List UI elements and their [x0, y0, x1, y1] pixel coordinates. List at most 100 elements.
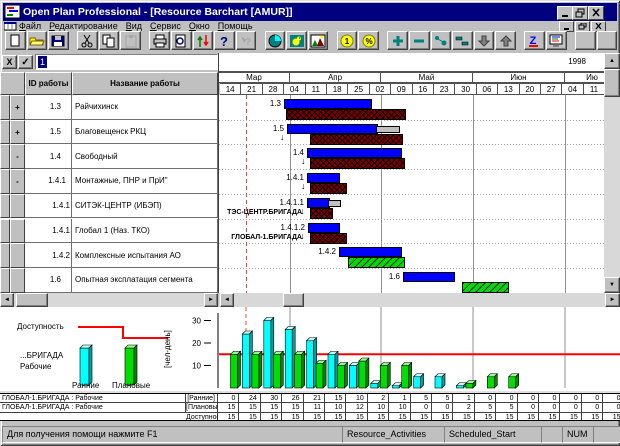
table-scroll-left-icon[interactable]: ◄ [0, 293, 14, 307]
column-header-id[interactable]: ID работы [25, 72, 72, 95]
row-selector[interactable] [0, 218, 10, 244]
close-icon[interactable] [588, 6, 604, 20]
add-icon[interactable] [387, 31, 409, 50]
chart-hscrollbar[interactable] [219, 293, 620, 307]
activity-name-cell[interactable]: СИТЭК-ЦЕНТР (ИБЭП) [72, 193, 218, 219]
splitter-vertical[interactable] [218, 53, 219, 293]
print-preview-icon[interactable] [170, 31, 192, 50]
mdi-restore-button[interactable] [575, 20, 590, 32]
menu-item-1[interactable]: Редактирование [49, 21, 118, 31]
table-hscroll-thumb[interactable] [16, 293, 48, 307]
copy-icon[interactable] [98, 31, 120, 50]
activity-name-cell[interactable]: Благовещенск РКЦ [72, 119, 218, 145]
activity-id-cell[interactable]: 1.4.1 [25, 169, 72, 194]
baseline-bar[interactable] [310, 158, 405, 170]
column-header-name[interactable]: Название работы [72, 72, 218, 95]
gantt-vscrollbar[interactable] [604, 53, 620, 293]
early-bar[interactable] [339, 247, 402, 258]
outline-toggle[interactable]: - [10, 144, 25, 170]
activity-name-cell[interactable]: Монтажные, ПНР и ПрИ" [72, 169, 218, 194]
activity-name-cell[interactable]: Глобал 1 (Наз. ТКО) [72, 218, 218, 244]
activity-id-cell[interactable]: 1.6 [25, 267, 72, 293]
mdi-child-icon[interactable] [4, 21, 19, 31]
print-icon[interactable] [149, 31, 170, 50]
activity-id-cell[interactable]: 1.4.1 [25, 218, 72, 244]
row-selector[interactable] [0, 267, 10, 293]
late-bar[interactable] [462, 281, 509, 293]
row-selector[interactable] [0, 119, 10, 145]
float-bar[interactable] [328, 199, 341, 207]
save-icon[interactable] [48, 31, 69, 50]
outline-toggle[interactable]: - [10, 169, 25, 194]
scroll-down-icon[interactable]: ▼ [604, 277, 620, 293]
baseline-bar[interactable] [310, 133, 403, 145]
early-bar[interactable] [287, 123, 378, 134]
menu-item-0[interactable]: Файл [19, 21, 42, 31]
row-selector[interactable] [0, 144, 10, 170]
activity-id-cell[interactable]: 1.4.1 [25, 193, 72, 219]
cost-icon[interactable]: 1 [336, 31, 358, 50]
menu-item-5[interactable]: Помощь [217, 21, 253, 31]
outline-toggle[interactable] [10, 218, 25, 244]
row-selector[interactable] [0, 243, 10, 268]
table-hscrollbar[interactable] [0, 293, 218, 307]
chart-hscroll-thumb[interactable] [283, 293, 304, 307]
split-icon[interactable] [452, 31, 473, 50]
histogram-icon[interactable] [307, 31, 329, 50]
outline-toggle[interactable] [10, 267, 25, 293]
outline-toggle[interactable] [10, 193, 25, 219]
baseline-bar[interactable] [310, 183, 347, 195]
restore-button[interactable] [572, 6, 588, 20]
sort-z-icon[interactable]: Z [524, 31, 545, 50]
open-folder-icon[interactable] [26, 31, 48, 50]
resource-icon[interactable] [286, 31, 307, 50]
activity-name-cell[interactable]: Комплексные испытания АО [72, 243, 218, 268]
activity-id-cell[interactable]: 1.4 [25, 144, 72, 170]
clock-icon[interactable] [264, 31, 286, 50]
row-selector[interactable] [0, 193, 10, 219]
percent-icon[interactable]: % [358, 31, 379, 50]
arrow-up-icon[interactable] [495, 31, 516, 50]
menu-item-3[interactable]: Сервис [150, 21, 181, 31]
early-bar[interactable] [307, 173, 340, 184]
activity-name-cell[interactable]: Опытная эксплатация сегмента [72, 267, 218, 293]
early-bar[interactable] [307, 197, 330, 208]
menu-item-4[interactable]: Окно [188, 21, 210, 31]
early-bar[interactable] [308, 222, 340, 233]
chart-scroll-right-icon[interactable]: ► [605, 293, 620, 307]
row-selector[interactable] [0, 169, 10, 194]
new-document-icon[interactable] [5, 31, 26, 50]
sort-arrows-icon[interactable] [192, 31, 214, 50]
link-icon[interactable] [430, 31, 452, 50]
activity-id-cell[interactable]: 1.4.2 [25, 243, 72, 268]
scroll-up-icon[interactable]: ▲ [604, 53, 620, 69]
activity-id-cell[interactable]: 1.5 [25, 119, 72, 145]
early-bar[interactable] [284, 99, 372, 109]
baseline-bar[interactable] [310, 207, 333, 219]
title-bar[interactable]: Open Plan Professional - [Resource Barch… [3, 3, 617, 21]
chart-scroll-left-icon[interactable]: ◄ [220, 293, 234, 307]
baseline-bar[interactable] [286, 109, 406, 120]
outline-toggle[interactable] [10, 243, 25, 268]
outline-toggle[interactable]: + [10, 95, 25, 120]
table-scroll-right-icon[interactable]: ► [204, 293, 218, 307]
remove-icon[interactable] [409, 31, 430, 50]
view-icon[interactable] [545, 31, 567, 50]
help-icon[interactable]: ? [214, 31, 235, 50]
early-bar[interactable] [307, 148, 402, 159]
mdi-close-icon[interactable] [591, 20, 606, 32]
cancel-edit-button[interactable]: X [2, 55, 17, 69]
row-selector[interactable] [0, 95, 10, 120]
confirm-edit-button[interactable]: ✓ [18, 55, 33, 69]
arrow-down-icon[interactable] [473, 31, 495, 50]
float-bar[interactable] [376, 125, 400, 133]
activity-name-cell[interactable]: Райчихинск [72, 95, 218, 120]
early-bar[interactable] [403, 271, 455, 282]
cut-icon[interactable] [77, 31, 98, 50]
vscroll-thumb[interactable] [604, 69, 620, 97]
late-bar[interactable] [348, 257, 405, 269]
activity-id-cell[interactable]: 1.3 [25, 95, 72, 120]
outline-toggle[interactable]: + [10, 119, 25, 145]
cell-edit-field[interactable]: 1 [35, 54, 218, 70]
baseline-bar[interactable] [310, 232, 347, 244]
